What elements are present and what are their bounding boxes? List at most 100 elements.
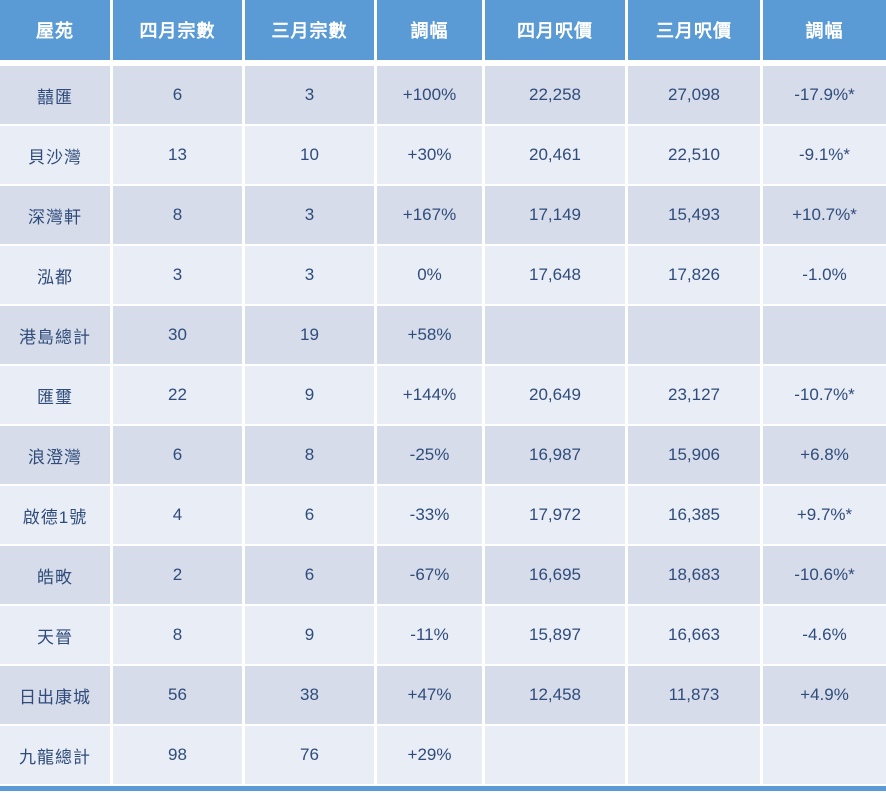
count-change-cell: -11% — [377, 606, 485, 666]
april-count-cell: 8 — [113, 186, 245, 246]
march-count-cell: 3 — [245, 186, 377, 246]
count-change-cell: -33% — [377, 486, 485, 546]
estate-cell: 九龍總計 — [0, 726, 113, 786]
april-psf-cell: 17,648 — [485, 246, 628, 306]
march-psf-cell: 16,385 — [628, 486, 763, 546]
psf-change-cell: +10.7%* — [763, 186, 886, 246]
psf-change-cell: -10.6%* — [763, 546, 886, 606]
estate-cell: 深灣軒 — [0, 186, 113, 246]
april-count-cell: 56 — [113, 666, 245, 726]
march-psf-cell: 27,098 — [628, 66, 763, 126]
april-count-cell: 6 — [113, 66, 245, 126]
column-header-march-count: 三月宗數 — [245, 0, 377, 66]
table-row: 囍匯 6 3 +100% 22,258 27,098 -17.9%* — [0, 66, 886, 126]
count-change-cell: +144% — [377, 366, 485, 426]
table-row: 港島總計 30 19 +58% — [0, 306, 886, 366]
march-psf-cell: 22,510 — [628, 126, 763, 186]
march-count-cell: 3 — [245, 66, 377, 126]
psf-change-cell — [763, 726, 886, 786]
column-header-estate: 屋苑 — [0, 0, 113, 66]
count-change-cell: +167% — [377, 186, 485, 246]
april-count-cell: 30 — [113, 306, 245, 366]
march-count-cell: 19 — [245, 306, 377, 366]
psf-change-cell: +9.7%* — [763, 486, 886, 546]
march-count-cell: 9 — [245, 366, 377, 426]
march-count-cell: 76 — [245, 726, 377, 786]
april-count-cell: 13 — [113, 126, 245, 186]
count-change-cell: +100% — [377, 66, 485, 126]
april-psf-cell: 17,972 — [485, 486, 628, 546]
april-psf-cell: 16,987 — [485, 426, 628, 486]
table-row: 啟德1號 4 6 -33% 17,972 16,385 +9.7%* — [0, 486, 886, 546]
april-count-cell: 2 — [113, 546, 245, 606]
april-psf-cell: 12,458 — [485, 666, 628, 726]
march-count-cell: 10 — [245, 126, 377, 186]
table-row: 皓畋 2 6 -67% 16,695 18,683 -10.6%* — [0, 546, 886, 606]
psf-change-cell: -1.0% — [763, 246, 886, 306]
count-change-cell: 0% — [377, 246, 485, 306]
psf-change-cell: +4.9% — [763, 666, 886, 726]
table-row: 泓都 3 3 0% 17,648 17,826 -1.0% — [0, 246, 886, 306]
march-psf-cell: 16,663 — [628, 606, 763, 666]
header-row: 屋苑 四月宗數 三月宗數 調幅 四月呎價 三月呎價 調幅 — [0, 0, 886, 66]
estate-cell: 泓都 — [0, 246, 113, 306]
march-psf-cell — [628, 726, 763, 786]
march-psf-cell: 18,683 — [628, 546, 763, 606]
estate-cell: 日出康城 — [0, 666, 113, 726]
april-psf-cell: 16,695 — [485, 546, 628, 606]
psf-change-cell: -17.9%* — [763, 66, 886, 126]
estate-cell: 皓畋 — [0, 546, 113, 606]
march-psf-cell: 15,493 — [628, 186, 763, 246]
table-row: 深灣軒 8 3 +167% 17,149 15,493 +10.7%* — [0, 186, 886, 246]
estate-cell: 港島總計 — [0, 306, 113, 366]
table-row: 貝沙灣 13 10 +30% 20,461 22,510 -9.1%* — [0, 126, 886, 186]
april-psf-cell: 15,897 — [485, 606, 628, 666]
march-count-cell: 6 — [245, 486, 377, 546]
april-count-cell: 8 — [113, 606, 245, 666]
column-header-april-psf: 四月呎價 — [485, 0, 628, 66]
april-psf-cell: 22,258 — [485, 66, 628, 126]
march-count-cell: 8 — [245, 426, 377, 486]
estate-cell: 啟德1號 — [0, 486, 113, 546]
column-header-april-count: 四月宗數 — [113, 0, 245, 66]
count-change-cell: +47% — [377, 666, 485, 726]
april-count-cell: 22 — [113, 366, 245, 426]
table-row: 九龍總計 98 76 +29% — [0, 726, 886, 786]
next-table-header-partial — [0, 786, 886, 791]
march-count-cell: 9 — [245, 606, 377, 666]
psf-change-cell: -10.7%* — [763, 366, 886, 426]
count-change-cell: -25% — [377, 426, 485, 486]
april-psf-cell — [485, 306, 628, 366]
table-row: 浪澄灣 6 8 -25% 16,987 15,906 +6.8% — [0, 426, 886, 486]
march-psf-cell: 17,826 — [628, 246, 763, 306]
march-count-cell: 38 — [245, 666, 377, 726]
estate-cell: 貝沙灣 — [0, 126, 113, 186]
april-count-cell: 4 — [113, 486, 245, 546]
march-psf-cell: 23,127 — [628, 366, 763, 426]
april-psf-cell: 20,649 — [485, 366, 628, 426]
april-count-cell: 98 — [113, 726, 245, 786]
psf-change-cell: -4.6% — [763, 606, 886, 666]
psf-change-cell — [763, 306, 886, 366]
estate-cell: 天晉 — [0, 606, 113, 666]
march-count-cell: 6 — [245, 546, 377, 606]
psf-change-cell: -9.1%* — [763, 126, 886, 186]
psf-change-cell: +6.8% — [763, 426, 886, 486]
column-header-count-change: 調幅 — [377, 0, 485, 66]
count-change-cell: +30% — [377, 126, 485, 186]
estate-cell: 匯璽 — [0, 366, 113, 426]
count-change-cell: +29% — [377, 726, 485, 786]
march-psf-cell: 15,906 — [628, 426, 763, 486]
march-count-cell: 3 — [245, 246, 377, 306]
table-row: 日出康城 56 38 +47% 12,458 11,873 +4.9% — [0, 666, 886, 726]
column-header-march-psf: 三月呎價 — [628, 0, 763, 66]
april-psf-cell — [485, 726, 628, 786]
table-row: 天晉 8 9 -11% 15,897 16,663 -4.6% — [0, 606, 886, 666]
estate-cell: 囍匯 — [0, 66, 113, 126]
march-psf-cell: 11,873 — [628, 666, 763, 726]
estate-cell: 浪澄灣 — [0, 426, 113, 486]
march-psf-cell — [628, 306, 763, 366]
column-header-psf-change: 調幅 — [763, 0, 886, 66]
